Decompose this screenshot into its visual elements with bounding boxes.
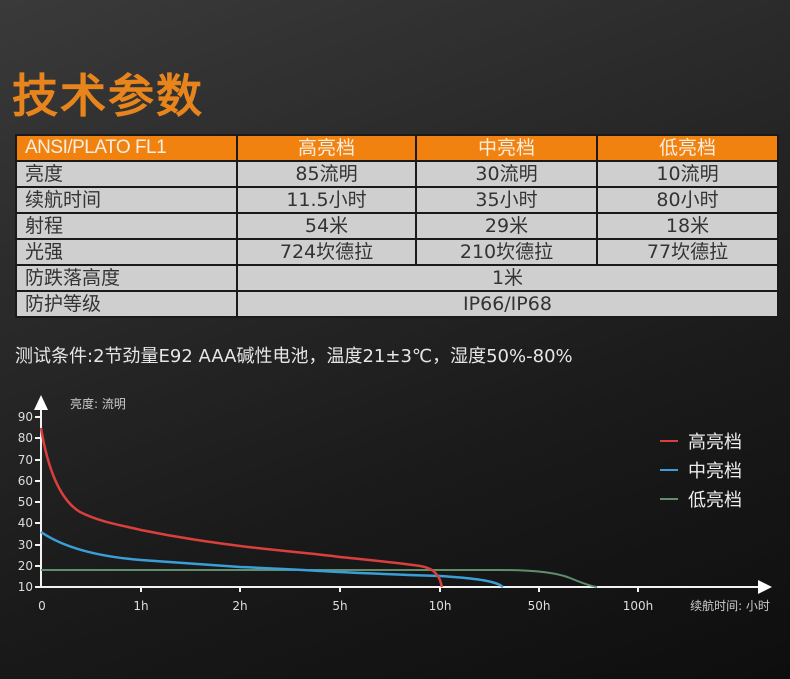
cell-merged-value: IP66/IP68 (236, 290, 779, 318)
table-row: 射程 54米 29米 18米 (15, 212, 779, 240)
legend-swatch-mid (660, 468, 678, 471)
table-row: 光强 724坎德拉 210坎德拉 77坎德拉 (15, 238, 779, 266)
svg-text:20: 20 (18, 559, 33, 573)
svg-text:70: 70 (18, 453, 33, 467)
header-high-mode: 高亮档 (236, 134, 417, 162)
legend-label: 低亮档 (688, 489, 742, 511)
svg-text:60: 60 (18, 474, 33, 488)
header-standard: ANSI/PLATO FL1 (15, 134, 238, 162)
svg-text:100h: 100h (623, 599, 654, 613)
svg-text:1h: 1h (133, 599, 148, 613)
series-line-low (41, 569, 598, 588)
table-row: 续航时间 11.5小时 35小时 80小时 (15, 186, 779, 214)
cell-value: 10流明 (596, 160, 779, 188)
brightness-runtime-chart: 90 80 70 60 50 40 30 20 10 亮度: 流明 0 1h 2… (18, 395, 772, 613)
y-axis-label: 亮度: 流明 (70, 396, 126, 411)
x-axis-arrow-icon (758, 580, 772, 594)
cell-value: 54米 (236, 212, 417, 240)
row-label: 防跌落高度 (15, 264, 238, 292)
row-label: 射程 (15, 212, 238, 240)
cell-value: 35小时 (415, 186, 598, 214)
page-title: 技术参数 (12, 69, 204, 123)
cell-value: 85流明 (236, 160, 417, 188)
legend-swatch-high (660, 439, 678, 442)
cell-value: 18米 (596, 212, 779, 240)
svg-text:80: 80 (18, 431, 33, 445)
cell-value: 77坎德拉 (596, 238, 779, 266)
cell-value: 724坎德拉 (236, 238, 417, 266)
series-line-mid (40, 530, 504, 589)
svg-text:2h: 2h (232, 599, 247, 613)
svg-text:40: 40 (18, 516, 33, 530)
row-label: 续航时间 (15, 186, 238, 214)
legend-label: 高亮档 (688, 431, 742, 453)
svg-text:5h: 5h (332, 599, 347, 613)
table-header-row: ANSI/PLATO FL1 高亮档 中亮档 低亮档 (15, 134, 779, 162)
x-tick-labels: 0 1h 2h 5h 10h 50h 100h (38, 599, 653, 613)
svg-text:0: 0 (38, 599, 46, 613)
legend-item-high: 高亮档 (660, 426, 742, 455)
svg-text:50: 50 (18, 495, 33, 509)
row-label: 防护等级 (15, 290, 238, 318)
cell-value: 80小时 (596, 186, 779, 214)
x-axis-label: 续航时间: 小时 (690, 598, 770, 613)
chart-legend: 高亮档 中亮档 低亮档 (660, 426, 742, 513)
header-mid-mode: 中亮档 (415, 134, 598, 162)
svg-text:30: 30 (18, 538, 33, 552)
svg-text:90: 90 (18, 410, 33, 424)
y-axis-arrow-icon (34, 395, 48, 410)
cell-value: 210坎德拉 (415, 238, 598, 266)
legend-label: 中亮档 (688, 460, 742, 482)
cell-value: 30流明 (415, 160, 598, 188)
legend-item-mid: 中亮档 (660, 455, 742, 484)
cell-value: 11.5小时 (236, 186, 417, 214)
cell-value: 29米 (415, 212, 598, 240)
test-condition-note: 测试条件:2节劲量E92 AAA碱性电池，温度21±3℃，湿度50%-80% (15, 346, 573, 367)
y-tick-labels: 90 80 70 60 50 40 30 20 10 (18, 410, 33, 594)
cell-merged-value: 1米 (236, 264, 779, 292)
legend-item-low: 低亮档 (660, 484, 742, 513)
table-row: 防跌落高度 1米 (15, 264, 779, 292)
legend-swatch-low (660, 497, 678, 500)
svg-text:10h: 10h (429, 599, 452, 613)
spec-table: ANSI/PLATO FL1 高亮档 中亮档 低亮档 亮度 85流明 30流明 … (15, 134, 779, 318)
series-line-high (39, 427, 444, 588)
table-row: 亮度 85流明 30流明 10流明 (15, 160, 779, 188)
table-row: 防护等级 IP66/IP68 (15, 290, 779, 318)
row-label: 亮度 (15, 160, 238, 188)
row-label: 光强 (15, 238, 238, 266)
x-ticks (140, 588, 639, 592)
svg-text:10: 10 (18, 580, 33, 594)
svg-text:50h: 50h (528, 599, 551, 613)
header-low-mode: 低亮档 (596, 134, 779, 162)
y-ticks (35, 416, 40, 588)
